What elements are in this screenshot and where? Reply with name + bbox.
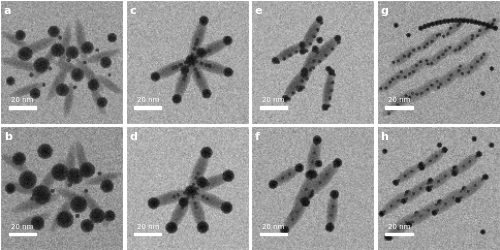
Text: d: d: [130, 132, 137, 142]
Text: h: h: [380, 132, 388, 142]
Bar: [260, 233, 287, 235]
Text: 20 nm: 20 nm: [11, 224, 34, 230]
Text: 20 nm: 20 nm: [262, 97, 284, 103]
Bar: [8, 233, 36, 235]
Text: 20 nm: 20 nm: [136, 224, 159, 230]
Text: g: g: [380, 6, 388, 16]
Bar: [260, 106, 287, 109]
Text: 20 nm: 20 nm: [262, 224, 284, 230]
Text: 20 nm: 20 nm: [388, 224, 410, 230]
Text: 20 nm: 20 nm: [388, 97, 410, 103]
Text: e: e: [255, 6, 262, 16]
Bar: [386, 106, 412, 109]
Text: 20 nm: 20 nm: [11, 97, 34, 103]
Text: b: b: [4, 132, 12, 142]
Text: 20 nm: 20 nm: [136, 97, 159, 103]
Bar: [8, 106, 36, 109]
Bar: [134, 106, 162, 109]
Text: f: f: [255, 132, 260, 142]
Bar: [386, 233, 412, 235]
Bar: [134, 233, 162, 235]
Text: c: c: [130, 6, 136, 16]
Text: a: a: [4, 6, 11, 16]
